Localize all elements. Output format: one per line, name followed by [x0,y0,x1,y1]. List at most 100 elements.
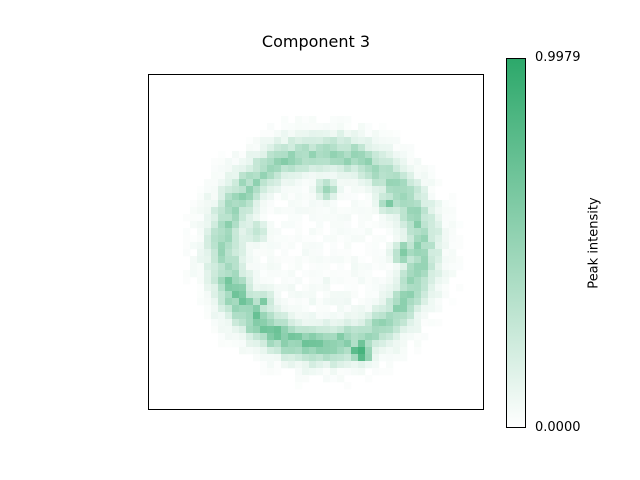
heatmap-cell [218,249,226,257]
heatmap-cell [295,256,303,264]
heatmap-cell [344,319,352,327]
heatmap-cell [316,340,324,348]
heatmap-cell [267,186,275,194]
heatmap-cell [197,256,205,264]
heatmap-cell [218,151,226,159]
heatmap-cell [288,137,296,145]
heatmap-cell [253,284,261,292]
heatmap-cell [246,249,254,257]
heatmap-cell [260,228,268,236]
heatmap-cell [274,158,282,166]
heatmap-cell [288,186,296,194]
heatmap-cell [344,333,352,341]
heatmap-cell [225,186,233,194]
heatmap-cell [386,207,394,215]
heatmap-cell [288,340,296,348]
heatmap-cell [400,151,408,159]
heatmap-cell [435,284,443,292]
heatmap-cell [323,214,331,222]
heatmap-cell [407,172,415,180]
heatmap-cell [435,221,443,229]
heatmap-cell [302,123,310,131]
heatmap-cell [218,284,226,292]
heatmap-cell [323,277,331,285]
heatmap-cell [302,347,310,355]
heatmap-cell [337,291,345,299]
heatmap-cell [421,277,429,285]
heatmap-cell [295,221,303,229]
heatmap-cell [197,277,205,285]
heatmap-cell [309,158,317,166]
heatmap-cell [218,172,226,180]
heatmap-cell [379,151,387,159]
heatmap-cell [351,137,359,145]
heatmap-cell [358,354,366,362]
heatmap-cell [211,326,219,334]
heatmap-cell [267,207,275,215]
heatmap-cell [246,277,254,285]
heatmap-cell [344,361,352,369]
heatmap-cell [365,291,373,299]
heatmap-cell [379,207,387,215]
heatmap-cell [323,130,331,138]
heatmap-cell [309,333,317,341]
heatmap-cell [316,165,324,173]
heatmap-cell [218,165,226,173]
heatmap-cell [274,235,282,243]
heatmap-cell [267,256,275,264]
heatmap-cell [330,221,338,229]
heatmap-cell [239,242,247,250]
heatmap-cell [344,137,352,145]
heatmap-cell [211,305,219,313]
heatmap-cell [183,277,191,285]
heatmap-cell [372,242,380,250]
heatmap-cell [260,277,268,285]
heatmap-cell [323,256,331,264]
heatmap-cell [379,312,387,320]
heatmap-cell [246,235,254,243]
heatmap-cell [316,326,324,334]
heatmap-cell [372,130,380,138]
heatmap-cell [295,298,303,306]
heatmap-cell [218,207,226,215]
heatmap-cell [351,207,359,215]
heatmap-cell [232,207,240,215]
heatmap-cell [421,179,429,187]
heatmap-cell [365,305,373,313]
heatmap-cell [386,200,394,208]
heatmap-cell [400,200,408,208]
heatmap-cell [267,347,275,355]
heatmap-cell [288,172,296,180]
heatmap-cell [365,130,373,138]
heatmap-cell [365,319,373,327]
heatmap-cell [379,165,387,173]
heatmap-cell [302,116,310,124]
heatmap-cell [316,144,324,152]
heatmap-cell [281,151,289,159]
heatmap-cell [225,326,233,334]
heatmap-cell [239,340,247,348]
heatmap-cell [400,291,408,299]
heatmap-cell [211,158,219,166]
heatmap-cell [337,158,345,166]
heatmap-cell [330,130,338,138]
heatmap-cell [400,221,408,229]
heatmap-cell [330,319,338,327]
heatmap-cell [337,354,345,362]
heatmap-cell [232,340,240,348]
heatmap-cell [365,333,373,341]
heatmap-cell [358,228,366,236]
heatmap-cell [225,242,233,250]
heatmap-cell [204,305,212,313]
heatmap-cell [400,326,408,334]
heatmap-cell [239,186,247,194]
heatmap-cell [393,228,401,236]
heatmap-cell [407,256,415,264]
heatmap-cell [323,347,331,355]
heatmap-cell [295,333,303,341]
heatmap-cell [428,284,436,292]
heatmap-cell [295,326,303,334]
heatmap-cell [281,305,289,313]
heatmap-cell [239,270,247,278]
heatmap-cell [288,235,296,243]
